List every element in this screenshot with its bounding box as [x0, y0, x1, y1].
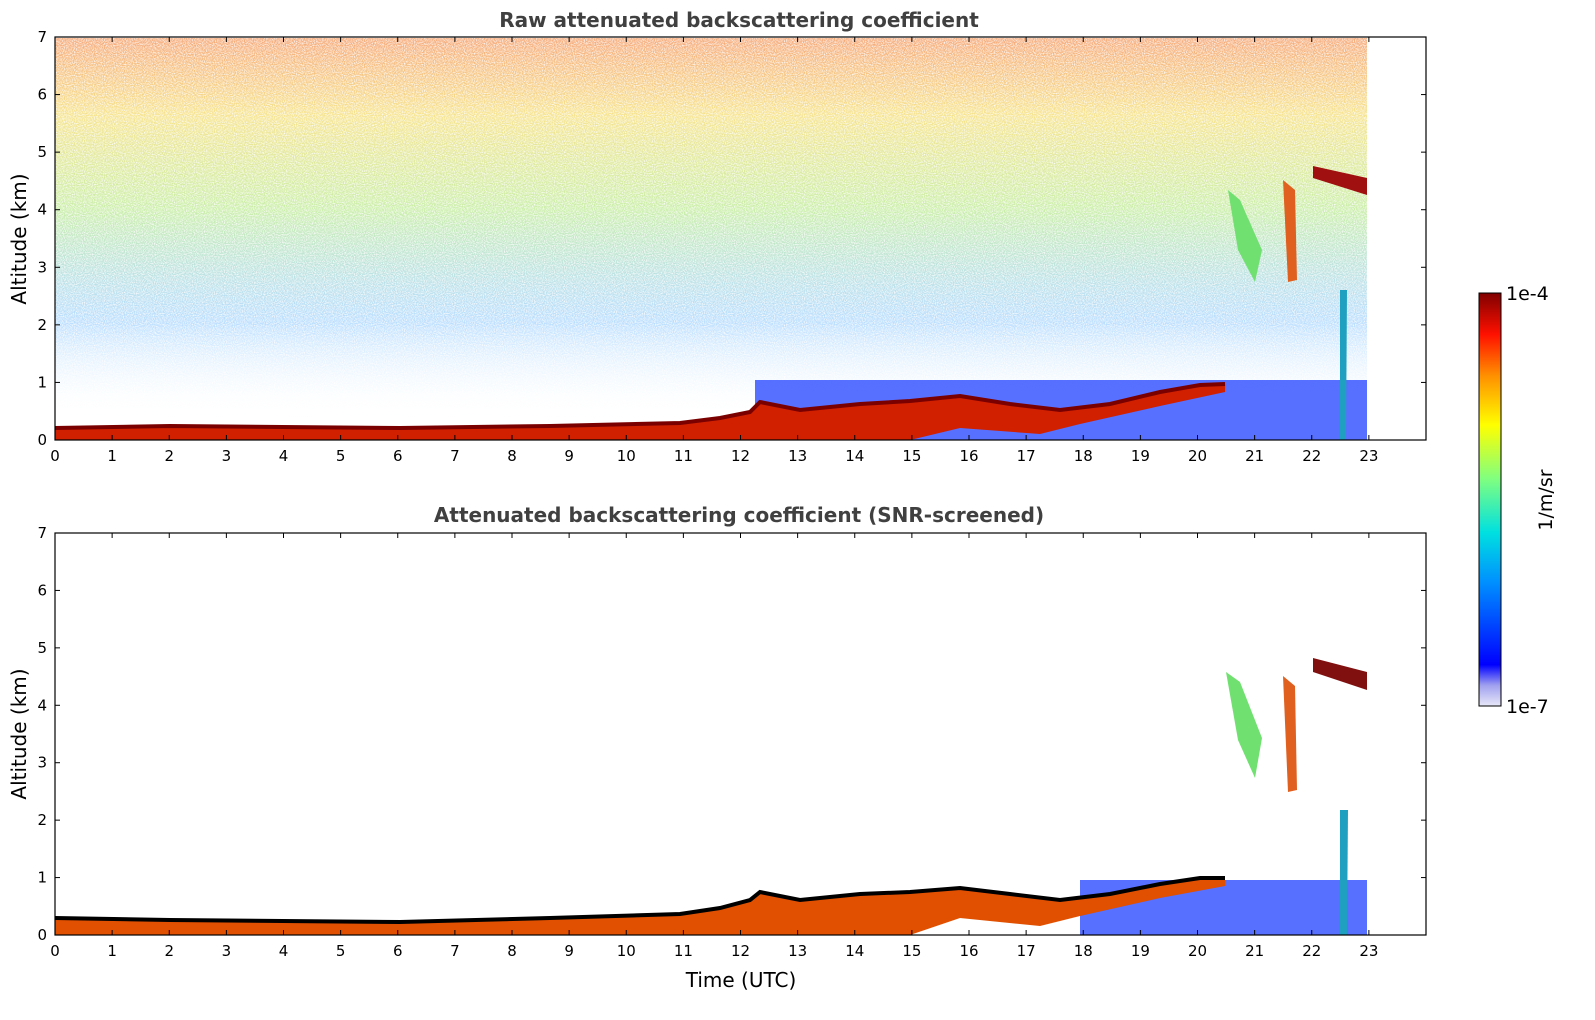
- panel-screened-xtick-label-13: 13: [788, 942, 807, 960]
- panel-raw-xtick-label-14: 14: [845, 447, 864, 465]
- panel-raw-xtick-label-2: 2: [164, 447, 174, 465]
- panel-screened-xtick-label-11: 11: [674, 942, 693, 960]
- panel-screened-cloud-2: [1283, 676, 1297, 792]
- panel-raw-xtick-label-11: 11: [674, 447, 693, 465]
- panel-raw-ytick-label-7: 7: [37, 28, 47, 46]
- panel-screened-xtick-label-1: 1: [107, 942, 117, 960]
- panel-raw-xtick-label-4: 4: [279, 447, 289, 465]
- panel-screened-xtick-label-4: 4: [279, 942, 289, 960]
- panel-raw-cloud-3: [1313, 166, 1367, 195]
- panel-screened-ticks: 0 1 2 3 4 5 6 7 8 9 10 11 12 13 14 15 16 17 18 19 20 21 22 2301…: [37, 524, 1426, 960]
- panel-screened-xtick-label-8: 8: [507, 942, 517, 960]
- panel-raw-xtick-label-18: 18: [1074, 447, 1093, 465]
- panel-screened-xtick-label-23: 23: [1359, 942, 1378, 960]
- panel-raw-xtick-label-0: 0: [50, 447, 60, 465]
- panel-raw-xtick-label-23: 23: [1359, 447, 1378, 465]
- panel-screened-frame: [54, 532, 1427, 936]
- panel-raw-xtick-label-15: 15: [902, 447, 921, 465]
- panel-screened-boundary-layer: [55, 878, 1225, 935]
- panel-raw-ylabel: Altitude (km): [7, 173, 31, 304]
- panel-raw-ytick-label-0: 0: [37, 431, 47, 449]
- panel-screened-ytick-label-0: 0: [37, 926, 47, 944]
- panel-raw-ytick-label-2: 2: [37, 316, 47, 334]
- panel-raw-ytick-label-5: 5: [37, 143, 47, 161]
- panel-raw-xtick-label-20: 20: [1188, 447, 1207, 465]
- panel-raw-xtick-label-3: 3: [222, 447, 232, 465]
- panel-raw-ytick-label-1: 1: [37, 373, 47, 391]
- panel-raw-xtick-label-12: 12: [731, 447, 750, 465]
- panel-screened-ytick-label-6: 6: [37, 581, 47, 599]
- panel-raw-xtick-label-6: 6: [393, 447, 403, 465]
- panel-raw-xtick-label-21: 21: [1245, 447, 1264, 465]
- panel-raw-boundary-cap: [54, 382, 1226, 431]
- panel-screened-xtick-label-18: 18: [1074, 942, 1093, 960]
- panel-raw-xtick-label-16: 16: [959, 447, 978, 465]
- panel-screened-boundary-cap: [54, 876, 1225, 925]
- panel-raw-xtick-label-17: 17: [1017, 447, 1036, 465]
- panel-screened-xtick-label-20: 20: [1188, 942, 1207, 960]
- panel-raw-sky-signal: [55, 38, 1367, 418]
- panel-raw-xtick-label-1: 1: [107, 447, 117, 465]
- colorbar-gradient: [1478, 292, 1502, 707]
- panel-raw-ticks: 0 1 2 3 4 5 6 7 8 9 10 11 12 13 14 15 16 17 18 19 20 21 22 2301…: [37, 28, 1426, 465]
- panel-raw: Raw attenuated backscattering coefficien…: [7, 8, 1427, 465]
- panel-screened: Attenuated backscattering coefficient (S…: [7, 503, 1427, 992]
- panel-raw-xtick-label-7: 7: [450, 447, 460, 465]
- panel-screened-xtick-label-6: 6: [393, 942, 403, 960]
- panel-screened-title: Attenuated backscattering coefficient (S…: [434, 503, 1044, 527]
- panel-raw-xtick-label-10: 10: [617, 447, 636, 465]
- panel-screened-xtick-label-16: 16: [959, 942, 978, 960]
- panel-raw-image: [54, 38, 1367, 440]
- panel-screened-ytick-label-4: 4: [37, 696, 47, 714]
- panel-screened-xtick-label-12: 12: [731, 942, 750, 960]
- colorbar-max-label: 1e-4: [1506, 283, 1549, 305]
- panel-screened-xtick-label-0: 0: [50, 942, 60, 960]
- panel-screened-xtick-label-15: 15: [902, 942, 921, 960]
- panel-raw-title: Raw attenuated backscattering coefficien…: [499, 8, 979, 32]
- panel-screened-xtick-label-5: 5: [336, 942, 346, 960]
- panel-screened-xlabel: Time (UTC): [685, 968, 797, 992]
- panel-raw-xtick-label-5: 5: [336, 447, 346, 465]
- panel-raw-xtick-label-19: 19: [1131, 447, 1150, 465]
- panel-screened-xtick-label-22: 22: [1302, 942, 1321, 960]
- panel-raw-ytick-label-6: 6: [37, 86, 47, 104]
- panel-screened-ytick-label-1: 1: [37, 869, 47, 887]
- panel-screened-xtick-label-7: 7: [450, 942, 460, 960]
- panel-raw-ytick-label-4: 4: [37, 201, 47, 219]
- panel-raw-boundary-layer: [55, 384, 1225, 440]
- colorbar-unit-label: 1/m/sr: [1535, 469, 1557, 530]
- panel-screened-xtick-label-19: 19: [1131, 942, 1150, 960]
- colorbar-min-label: 1e-7: [1506, 696, 1549, 718]
- panel-screened-cloud-1: [1226, 672, 1262, 778]
- panel-raw-xtick-label-22: 22: [1302, 447, 1321, 465]
- panel-screened-xtick-label-14: 14: [845, 942, 864, 960]
- panel-screened-ytick-label-3: 3: [37, 754, 47, 772]
- panel-screened-cloud-3: [1313, 658, 1367, 690]
- panel-screened-xtick-label-21: 21: [1245, 942, 1264, 960]
- panel-screened-xtick-label-9: 9: [564, 942, 574, 960]
- panel-screened-xtick-label-3: 3: [222, 942, 232, 960]
- panel-screened-cloud-4: [1340, 810, 1348, 935]
- panel-raw-ytick-label-3: 3: [37, 258, 47, 276]
- panel-raw-cloud-4: [1340, 290, 1347, 440]
- panel-screened-ylabel: Altitude (km): [7, 668, 31, 799]
- panel-raw-xtick-label-9: 9: [564, 447, 574, 465]
- panel-raw-cloud-1: [1228, 190, 1262, 282]
- panel-screened-lower-haze: [1080, 880, 1367, 935]
- panel-raw-xtick-label-13: 13: [788, 447, 807, 465]
- panel-raw-cloud-2: [1283, 180, 1297, 282]
- panel-screened-xtick-label-17: 17: [1017, 942, 1036, 960]
- panel-screened-xtick-label-2: 2: [164, 942, 174, 960]
- colorbar: 1e-4 1e-7 1/m/sr: [1478, 283, 1557, 718]
- panel-screened-xtick-label-10: 10: [617, 942, 636, 960]
- panel-raw-xtick-label-8: 8: [507, 447, 517, 465]
- panel-screened-image: [54, 658, 1367, 935]
- panel-screened-ytick-label-2: 2: [37, 811, 47, 829]
- panel-screened-ytick-label-7: 7: [37, 524, 47, 542]
- panel-screened-ytick-label-5: 5: [37, 639, 47, 657]
